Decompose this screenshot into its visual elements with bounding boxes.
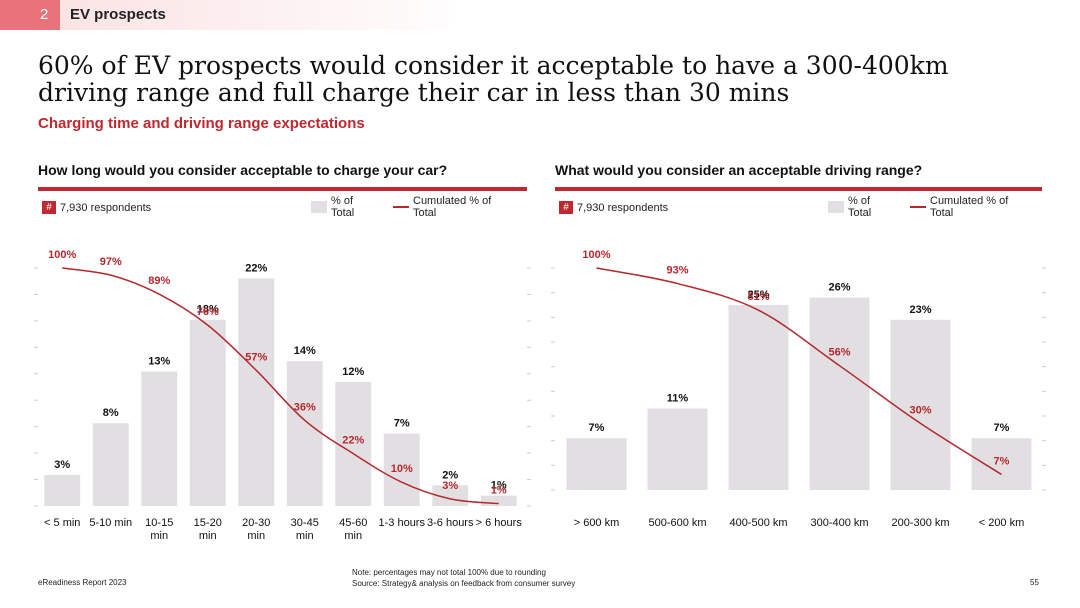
- report-name: eReadiness Report 2023: [38, 578, 127, 587]
- legend-label: % of Total: [848, 195, 872, 219]
- x-tick-label: 3-6 hours: [427, 517, 474, 529]
- bar-label: 18%: [197, 304, 219, 316]
- bar: [189, 319, 226, 506]
- bar-label: 3%: [54, 459, 70, 471]
- line-label: 56%: [828, 347, 850, 359]
- bar: [92, 423, 129, 506]
- title-rule: [555, 187, 1042, 191]
- x-tick-label: 20-30 min: [242, 517, 271, 542]
- bar: [286, 361, 323, 506]
- bar: [141, 371, 178, 506]
- bar-label: 7%: [394, 418, 410, 430]
- x-tick-label: 500-600 km: [648, 517, 707, 529]
- line-label: 22%: [342, 435, 364, 447]
- cumulative-line: [62, 267, 499, 505]
- bar: [971, 438, 1032, 490]
- line-label: 36%: [294, 401, 316, 413]
- x-tick-label: > 6 hours: [475, 517, 522, 529]
- bar-label: 22%: [245, 262, 267, 274]
- line-label: 10%: [391, 463, 413, 475]
- x-tick-label: 30-45 min: [290, 517, 319, 542]
- bar-label: 25%: [747, 289, 769, 301]
- x-tick-label: 10-15 min: [145, 517, 174, 542]
- bar-label: 14%: [294, 345, 316, 357]
- legend-swatch: [311, 201, 327, 213]
- line-label: 3%: [442, 480, 458, 492]
- line-label: 30%: [909, 404, 931, 416]
- bar: [890, 319, 951, 490]
- bar-label: 12%: [342, 366, 364, 378]
- x-tick-label: > 600 km: [573, 517, 620, 529]
- x-tick-label: 15-20 min: [193, 517, 222, 542]
- line-label: 97%: [100, 256, 122, 268]
- x-tick-label: 400-500 km: [729, 517, 788, 529]
- x-tick-label: 200-300 km: [891, 517, 950, 529]
- line-label: 100%: [48, 249, 76, 261]
- bar: [566, 438, 627, 490]
- badge: #: [559, 201, 573, 214]
- page-number: 55: [1030, 578, 1039, 587]
- bar-label: 8%: [103, 407, 119, 419]
- line-label: 93%: [666, 265, 688, 277]
- bar: [728, 305, 789, 490]
- bar-label: 1%: [491, 480, 507, 492]
- source: Source: Strategy& analysis on feedback f…: [352, 579, 576, 588]
- x-tick-label: 1-3 hours: [378, 517, 425, 529]
- bar: [335, 381, 372, 506]
- line-label: 100%: [582, 249, 610, 261]
- line-label: 7%: [994, 455, 1010, 467]
- respondents: 7,930 respondents: [60, 202, 152, 214]
- title-rule: [38, 187, 527, 191]
- x-tick-label: 300-400 km: [810, 517, 869, 529]
- bar-label: 26%: [828, 282, 850, 294]
- bar-label: 2%: [442, 469, 458, 481]
- bar: [809, 297, 870, 490]
- bar-label: 13%: [148, 355, 170, 367]
- bar: [238, 278, 275, 506]
- bar-label: 7%: [589, 422, 605, 434]
- badge: #: [42, 201, 56, 214]
- legend-label: Cumulated % of Total: [413, 195, 492, 219]
- legend-label: Cumulated % of Total: [930, 195, 1009, 219]
- legend-swatch: [828, 201, 844, 213]
- section-number: 2: [0, 0, 60, 30]
- bar: [383, 433, 420, 506]
- legend-label: % of Total: [331, 195, 355, 219]
- x-tick-label: < 5 min: [44, 517, 81, 529]
- bar-label: 7%: [994, 422, 1010, 434]
- x-tick-label: < 200 km: [978, 517, 1025, 529]
- bar-label: 23%: [909, 304, 931, 316]
- bar-label: 11%: [667, 393, 689, 405]
- section-title: EV prospects: [70, 6, 166, 23]
- cumulative-line: [596, 267, 1002, 476]
- line-label: 81%: [747, 291, 769, 303]
- bar: [480, 495, 517, 506]
- line-label: 76%: [197, 306, 219, 318]
- line-label: 89%: [148, 275, 170, 287]
- x-tick-label: 45-60 min: [339, 517, 368, 542]
- respondents: 7,930 respondents: [577, 202, 669, 214]
- slide-subtitle: Charging time and driving range expectat…: [38, 115, 365, 132]
- chart-title: What would you consider an acceptable dr…: [555, 162, 923, 178]
- line-label: 1%: [491, 485, 507, 497]
- bar: [647, 408, 708, 490]
- bar: [44, 474, 81, 506]
- line-label: 57%: [245, 351, 267, 363]
- chart-title: How long would you consider acceptable t…: [38, 162, 448, 178]
- note: Note: percentages may not total 100% due…: [352, 568, 546, 577]
- slide-title: 60% of EV prospects would consider it ac…: [38, 51, 949, 107]
- x-tick-label: 5-10 min: [89, 517, 133, 529]
- header-band: [60, 0, 480, 30]
